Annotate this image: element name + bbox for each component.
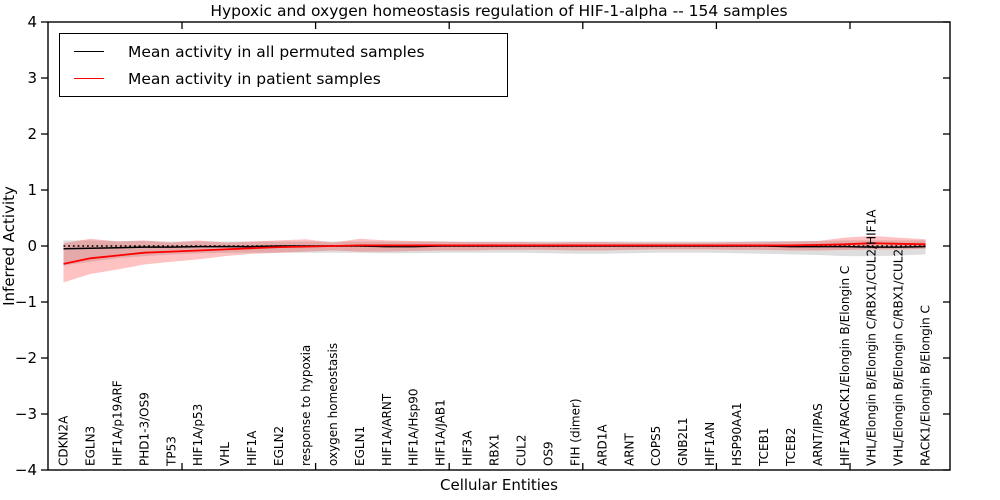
x-axis-title: Cellular Entities: [440, 476, 558, 494]
x-category-label: VHL/Elongin B/Elongin C/RBX1/CUL2/HIF1A: [865, 209, 879, 466]
x-category-label: VHL: [218, 442, 232, 466]
x-category-label: oxygen homeostasis: [326, 343, 340, 466]
x-category-label: HIF1A/RACK1/Elongin B/Elongin C: [838, 266, 852, 466]
x-category-label: ARNT: [622, 432, 636, 466]
x-category-label: FIH (dimer): [568, 398, 582, 466]
x-category-label: EGLN1: [353, 426, 367, 466]
x-category-label: OS9: [541, 441, 555, 466]
x-category-label: GNB2L1: [676, 418, 690, 466]
x-category-label: HIF1A/p53: [191, 404, 205, 466]
y-tick-label: −4: [15, 461, 37, 479]
y-tick-label: 3: [27, 69, 37, 87]
y-tick-label: 2: [27, 125, 37, 143]
x-category-label: EGLN3: [83, 426, 97, 466]
x-category-label: TCEB2: [784, 428, 798, 467]
x-category-label: HIF1A/Hsp90: [407, 388, 421, 466]
x-category-label: VHL/Elongin B/Elongin C/RBX1/CUL2: [892, 249, 906, 466]
line-patient-mean: [63, 242, 926, 265]
x-category-label: HIF1A/ARNT: [380, 393, 394, 466]
axes-border: [47, 21, 951, 471]
legend-line-red: [74, 78, 104, 79]
y-axis-title: Inferred Activity: [0, 186, 18, 306]
y-tick-label: 0: [27, 237, 37, 255]
x-category-label: RBX1: [488, 434, 502, 466]
x-category-label: ARNT/IPAS: [811, 403, 825, 466]
y-tick-label: −1: [15, 293, 37, 311]
y-tick-label: −3: [15, 405, 37, 423]
x-category-label: EGLN2: [272, 426, 286, 466]
x-category-label: PHD1-3/OS9: [137, 392, 151, 466]
x-category-label: RACK1/Elongin B/Elongin C: [919, 305, 933, 466]
x-category-label: CUL2: [515, 435, 529, 466]
x-category-label: response to hypoxia: [299, 345, 313, 466]
y-tick-label: 4: [27, 13, 37, 31]
x-category-label: CDKN2A: [57, 415, 71, 466]
band-patient: [63, 235, 926, 283]
x-category-label: HIF1A/JAB1: [434, 399, 448, 466]
legend-item-patient: Mean activity in patient samples: [60, 67, 507, 91]
x-category-label: HIF1AN: [703, 422, 717, 466]
legend-item-permuted: Mean activity in all permuted samples: [60, 40, 507, 64]
axes-frame: −4 −3 −2 −1 0 1 2 3 4: [15, 13, 951, 479]
y-tick-label: −2: [15, 349, 37, 367]
legend-box: Mean activity in all permuted samples Me…: [59, 33, 508, 97]
legend-label-permuted: Mean activity in all permuted samples: [128, 42, 425, 61]
x-category-label: HIF3A: [461, 430, 475, 466]
x-category-label: TCEB1: [757, 428, 771, 467]
legend-line-black: [74, 51, 104, 52]
plot-area: CDKN2A EGLN3 HIF1A/p19ARF PHD1-3/OS9 TP53 HIF…: [57, 209, 933, 467]
legend-label-patient: Mean activity in patient samples: [128, 69, 381, 88]
x-category-label: TP53: [164, 436, 178, 467]
x-category-label: HSP90AA1: [730, 402, 744, 466]
x-category-label: HIF1A/p19ARF: [110, 380, 124, 466]
x-category-label: COPS5: [649, 426, 663, 466]
y-tick-label: 1: [27, 181, 37, 199]
x-category-label: HIF1A: [245, 430, 259, 466]
x-category-label: ARD1A: [595, 424, 609, 466]
chart-title: Hypoxic and oxygen homeostasis regulatio…: [210, 2, 787, 20]
